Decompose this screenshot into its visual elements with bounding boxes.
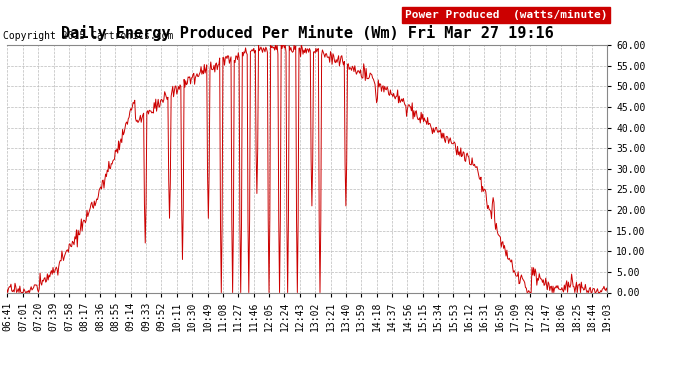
Text: Power Produced  (watts/minute): Power Produced (watts/minute) — [405, 10, 607, 20]
Text: Copyright 2015 Cartronics.com: Copyright 2015 Cartronics.com — [3, 32, 174, 41]
Title: Daily Energy Produced Per Minute (Wm) Fri Mar 27 19:16: Daily Energy Produced Per Minute (Wm) Fr… — [61, 25, 553, 41]
